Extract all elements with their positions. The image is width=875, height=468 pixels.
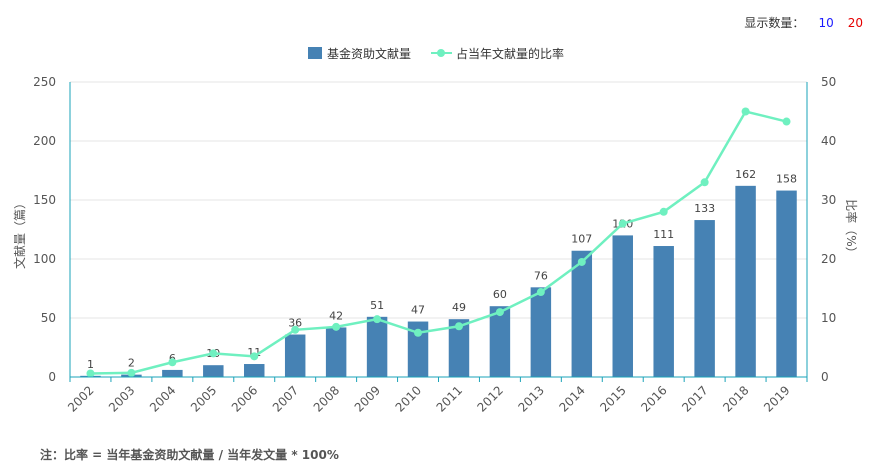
bar[interactable] <box>489 306 511 377</box>
display-count-option-20[interactable]: 20 <box>847 15 863 30</box>
y-tick-label: 200 <box>33 134 56 148</box>
ratio-point[interactable] <box>536 288 545 297</box>
ratio-point[interactable] <box>741 107 750 116</box>
bar-value-label: 76 <box>534 269 548 282</box>
bar[interactable] <box>735 185 756 377</box>
bar-value-label: 158 <box>776 173 797 186</box>
bar-value-labels: 126101136425147496076107120111133162158 <box>87 168 797 371</box>
bar-value-label: 42 <box>329 309 343 322</box>
ratio-point[interactable] <box>618 219 627 228</box>
bar[interactable] <box>776 190 797 377</box>
ratio-point[interactable] <box>250 352 259 361</box>
y-tick-label: 150 <box>33 193 56 207</box>
x-tick-label: 2006 <box>229 383 260 414</box>
x-tick-label: 2018 <box>720 383 751 414</box>
x-tick-label: 2004 <box>147 383 178 414</box>
bar[interactable] <box>162 369 183 377</box>
axes: 0 50 100 150 200 250 0 10 20 30 40 50 2002 2003 2004 20… <box>33 75 836 415</box>
y2-tick-label: 40 <box>821 134 836 148</box>
bar[interactable] <box>612 235 633 377</box>
x-tick-label: 2003 <box>106 383 137 414</box>
bar[interactable] <box>530 287 552 377</box>
y2-tick-label: 10 <box>821 311 836 325</box>
ratio-point[interactable] <box>700 178 709 187</box>
x-tick-label: 2013 <box>515 383 546 414</box>
x-tick-label: 2011 <box>434 383 465 414</box>
legend-line-marker[interactable] <box>437 49 445 57</box>
ratio-point[interactable] <box>495 308 504 317</box>
x-tick-label: 2007 <box>270 383 301 414</box>
ratio-point[interactable] <box>291 325 300 334</box>
y-tick-label: 0 <box>48 370 56 384</box>
bar[interactable] <box>203 365 224 377</box>
chart: 基金资助文献量 占当年文献量的比率 1261011364251474960761… <box>12 46 859 415</box>
bar-value-label: 36 <box>288 317 302 330</box>
x-tick-label: 2009 <box>352 383 383 414</box>
y2-tick-label: 50 <box>821 75 836 89</box>
bar[interactable] <box>284 334 306 377</box>
x-tick-label: 2008 <box>311 383 342 414</box>
x-tick-label: 2002 <box>65 383 96 414</box>
y-tick-label: 100 <box>33 252 56 266</box>
legend-line-label[interactable]: 占当年文献量的比率 <box>456 46 564 61</box>
display-count-bar: 显示数量： 10 20 <box>744 14 863 31</box>
ratio-line <box>86 107 791 378</box>
bar-value-label: 133 <box>694 202 715 215</box>
y2-tick-label: 30 <box>821 193 836 207</box>
ratio-line-path <box>90 110 787 375</box>
ratio-point[interactable] <box>209 349 218 358</box>
bar-value-label: 49 <box>452 301 466 314</box>
x-tick-label: 2015 <box>597 383 628 414</box>
bar[interactable] <box>694 220 715 377</box>
bars <box>80 185 797 377</box>
footnote: 注：比率 = 当年基金资助文献量 / 当年发文量 * 100% <box>40 448 339 462</box>
ratio-point[interactable] <box>454 322 463 331</box>
x-tick-label: 2017 <box>679 383 710 414</box>
x-tick-label: 2014 <box>556 383 587 414</box>
y-tick-label: 50 <box>41 311 56 325</box>
x-tick-label: 2012 <box>475 383 506 414</box>
display-count-option-10[interactable]: 10 <box>818 15 834 30</box>
x-tick-label: 2010 <box>393 383 424 414</box>
ratio-point[interactable] <box>168 358 177 367</box>
x-tick-label: 2016 <box>638 383 669 414</box>
bar-value-label: 51 <box>370 299 384 312</box>
y2-tick-label: 20 <box>821 252 836 266</box>
bar[interactable] <box>653 246 674 377</box>
bar-value-label: 107 <box>571 233 592 246</box>
bar[interactable] <box>366 316 388 377</box>
legend[interactable]: 基金资助文献量 占当年文献量的比率 <box>308 46 564 61</box>
x-tick-label: 2019 <box>761 383 792 414</box>
ratio-point[interactable] <box>577 257 586 266</box>
bar[interactable] <box>571 250 593 377</box>
bar-value-label: 162 <box>735 168 756 181</box>
bar[interactable] <box>325 327 347 377</box>
legend-bar-label[interactable]: 基金资助文献量 <box>327 46 411 61</box>
x-tick-label: 2005 <box>188 383 219 414</box>
bar-value-label: 1 <box>87 358 94 371</box>
bar[interactable] <box>407 321 429 377</box>
y-tick-label: 250 <box>33 75 56 89</box>
bar[interactable] <box>448 319 470 377</box>
bar-value-label: 60 <box>493 288 507 301</box>
y-axis-title: 文献量（篇） <box>12 197 27 269</box>
bar-value-label: 2 <box>128 357 135 370</box>
y2-tick-label: 0 <box>821 370 829 384</box>
display-count-label: 显示数量： <box>744 16 805 30</box>
ratio-point[interactable] <box>332 322 341 331</box>
ratio-point[interactable] <box>86 369 95 378</box>
ratio-point[interactable] <box>782 117 791 126</box>
ratio-point[interactable] <box>659 207 668 216</box>
bar-value-label: 47 <box>411 304 425 317</box>
ratio-point[interactable] <box>414 328 423 337</box>
bar[interactable] <box>244 364 265 377</box>
gridlines <box>70 81 807 319</box>
legend-bar-swatch[interactable] <box>308 47 322 59</box>
bar-value-label: 111 <box>653 228 674 241</box>
y2-axis-title: 比率（%） <box>844 199 859 258</box>
ratio-point[interactable] <box>373 315 382 324</box>
ratio-point[interactable] <box>127 368 136 377</box>
